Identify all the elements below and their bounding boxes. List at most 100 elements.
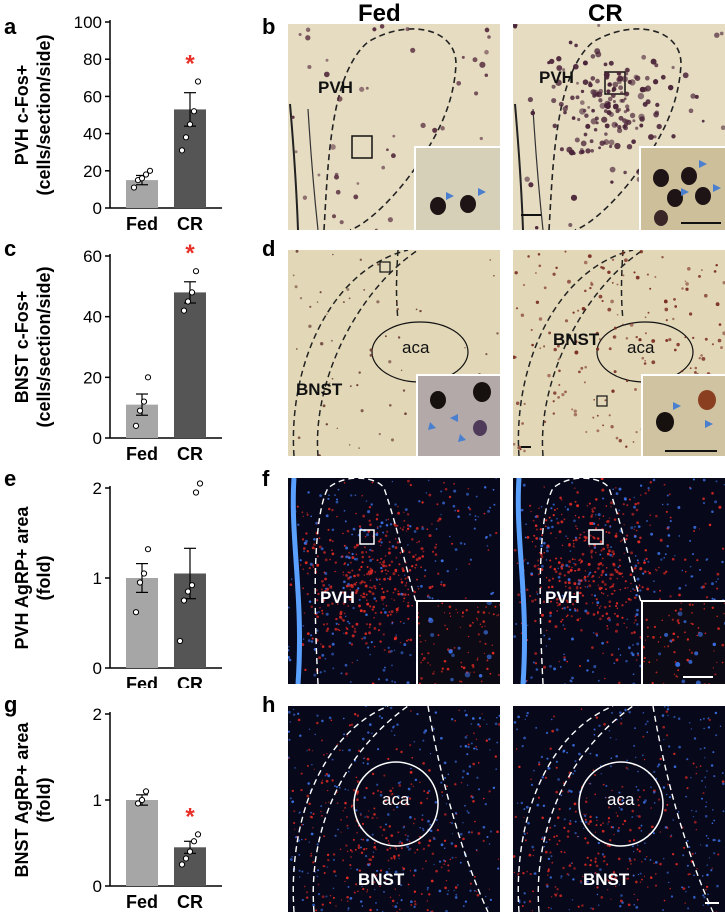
data-point [186,121,194,128]
data-point [186,848,194,855]
y-tick-label: 20 [83,162,102,181]
micrograph-bnst-cfos-fed: aca BNST [288,250,500,456]
panel-label-b: b [262,14,276,39]
data-point [184,298,192,305]
region-label-bnst: BNST [296,380,343,399]
y-axis-label: PVH c-Fos+ [12,65,32,166]
y-tick-label: 0 [93,659,102,678]
micrograph-pvh-agrp-cr: PVH [513,478,725,684]
y-axis-label: (cells/section/side) [34,34,54,195]
tract-label-aca: aca [402,338,430,357]
panel-label-h: h [262,692,276,717]
x-tick-label: CR [177,214,203,230]
region-label-pvh: PVH [539,68,574,87]
data-point [132,609,140,616]
y-axis-label: PVH AgRP+ area [12,506,32,650]
data-point [140,570,148,577]
data-point [194,831,202,838]
data-point [182,134,190,141]
data-point [178,147,186,154]
column-title-cr: CR [588,0,623,27]
data-point [130,184,138,191]
data-point [188,289,196,296]
significance-star: * [185,51,195,78]
region-label-bnst: BNST [583,870,630,889]
y-tick-label: 2 [93,479,102,498]
y-axis-label: (fold) [34,778,54,823]
panel-label-d: d [262,236,276,261]
data-point [184,588,192,595]
data-point [192,489,200,496]
region-label-bnst: BNST [358,870,405,889]
inset-magnified-cells [639,146,725,230]
inset-magnified-cells [641,374,725,456]
column-title-fed: Fed [358,0,401,27]
bar-chart-bnst-agrp: 0 1 2 BNST AgRP+ area (fold) Fed CR * [12,705,222,912]
bar-fed [126,578,158,668]
y-tick-label: 80 [83,50,102,69]
data-point [176,637,184,645]
inset-magnified-cells [416,374,500,456]
region-label-pvh: PVH [545,588,580,607]
data-point [180,597,188,604]
data-point [190,838,198,845]
x-tick-label: CR [177,674,203,688]
data-point [178,861,186,868]
data-point [188,582,196,589]
y-tick-label: 1 [93,569,102,588]
y-tick-label: 60 [83,87,102,106]
inset-magnified-fibers [416,600,500,684]
data-point [142,171,150,178]
data-point [136,579,144,586]
panel-label-c: c [4,236,17,261]
micrograph-pvh-cfos-cr: PVH [513,24,725,230]
micrograph-pvh-agrp-fed: PVH [288,478,500,684]
inset-magnified-cells [414,146,500,230]
significance-star: * [185,240,195,267]
panel-label-e: e [4,466,17,491]
data-point [146,167,154,174]
y-tick-label: 1 [93,791,102,810]
micrograph-pvh-cfos-fed: PVH [288,24,500,230]
x-tick-label: Fed [126,444,158,462]
y-axis-label: (cells/section/side) [34,266,54,427]
error-bar [136,562,148,593]
y-tick-label: 0 [93,877,102,896]
data-point [196,480,204,487]
y-tick-label: 60 [83,247,102,266]
x-tick-label: Fed [126,674,158,688]
panel-label-g: g [4,692,18,717]
bar-chart-pvh-cfos: 0 20 40 60 80 100 PVH c-Fos+ (cells/section/sid… [12,13,222,230]
data-point [144,546,152,553]
data-point [182,855,190,862]
panel-label-a: a [4,14,17,39]
data-point [134,800,142,807]
micrograph-bnst-cfos-cr: aca BNST [513,250,725,456]
x-tick-label: Fed [126,214,158,230]
y-tick-label: 2 [93,705,102,724]
panel-label-f: f [262,466,270,491]
tract-label-aca: aca [382,790,410,809]
tract-label-aca: aca [607,790,635,809]
region-label-pvh: PVH [318,78,353,97]
y-axis-label: (fold) [34,556,54,601]
y-axis-label: BNST c-Fos+ [12,291,32,404]
data-point [144,374,152,381]
region-label-bnst: BNST [553,330,600,349]
inset-magnified-fibers [641,600,725,684]
significance-star: * [185,803,195,830]
y-tick-label: 0 [93,429,102,448]
bar-cr [174,292,206,438]
tract-label-aca: aca [627,338,655,357]
y-tick-label: 20 [83,368,102,387]
data-point [132,422,140,429]
data-point [138,175,146,182]
data-point [136,407,144,414]
y-tick-label: 40 [83,125,102,144]
micrograph-bnst-agrp-fed: aca BNST [288,706,500,912]
data-point [138,796,146,804]
region-label-pvh: PVH [320,588,355,607]
y-tick-label: 0 [93,199,102,218]
y-axis-label: BNST AgRP+ area [12,722,32,878]
bar-fed [126,800,158,886]
